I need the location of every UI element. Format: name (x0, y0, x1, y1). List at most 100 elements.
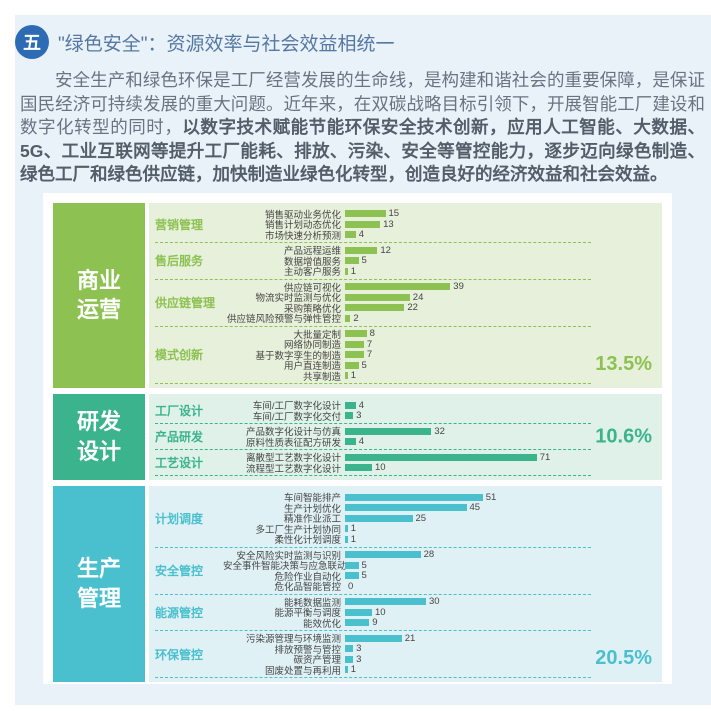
bar-wrap: 7 (345, 349, 372, 360)
percent-label: 10.6% (595, 425, 652, 448)
subcategory-group: 模式创新 大批量定制 8 网络协同制造 7 基于数字孪生的制造 7 用户直连制造 5 共享制造 1 (155, 327, 591, 384)
chart-section-2: 研发设计 工厂设计 车间/工厂数字化设计 4 车间/工厂数字化交付 3 产品研发 产品数字化设… (53, 394, 662, 480)
percent-label: 20.5% (595, 647, 652, 669)
bar (345, 293, 410, 301)
chart-section-1: 商业运营 营销管理 销售驱动业务优化 15 销售计划动态优化 13 市场快速分析预测 4 售后服… (53, 202, 662, 388)
item-label: 市场快速分析预测 (264, 230, 341, 242)
bar (345, 504, 467, 512)
item-label: 固废处置与再利用 (264, 665, 341, 677)
bar-wrap: 5 (345, 360, 367, 371)
paragraph-normal-text: 安全生产和绿色环保是工厂经营发展的生命线，是构建和谐社会的重要保障，是保证国民经… (20, 70, 705, 137)
subcategory-label: 产品研发 (155, 430, 204, 444)
item-label: 主动客户服务 (283, 267, 341, 279)
item-label: 网络协同制造 (283, 340, 341, 352)
item-label: 车间/工厂数字化交付 (252, 411, 341, 423)
item-label: 危化品智能管控 (274, 582, 341, 594)
value-label: 30 (429, 596, 440, 608)
value-label: 8 (369, 328, 375, 340)
chart-row: 用户直连制造 5 (223, 360, 591, 373)
bar (345, 666, 348, 674)
bar-wrap: 21 (345, 633, 415, 644)
bar-wrap: 4 (345, 229, 364, 240)
value-label: 7 (366, 338, 373, 350)
item-label: 共享制造 (302, 371, 341, 383)
item-label: 大批量定制 (293, 329, 341, 341)
bar (345, 655, 354, 663)
item-label: 柔性化计划调度 (274, 535, 341, 547)
chart-row: 碳资产管理 3 (223, 654, 591, 667)
bar-rows: 大批量定制 8 网络协同制造 7 基于数字孪生的制造 7 用户直连制造 5 共享制造 1 (223, 328, 591, 383)
bar (345, 561, 359, 569)
bar-wrap: 15 (345, 208, 399, 219)
subcategory-label: 环保管控 (155, 647, 204, 662)
bar (345, 598, 426, 606)
bar-wrap: 10 (345, 462, 386, 473)
bar (345, 231, 356, 239)
bar (345, 525, 348, 533)
value-label: 9 (372, 617, 378, 629)
item-label: 基于数字孪生的制造 (255, 350, 341, 362)
chart-row: 流程型工艺数字化设计 10 (223, 462, 591, 475)
chart-figure: 商业运营 营销管理 销售驱动业务优化 15 销售计划动态优化 13 市场快速分析预测 4 售后服… (43, 192, 672, 684)
item-label: 数据增值服务 (283, 256, 341, 268)
item-label: 流程型工艺数字化设计 (245, 463, 341, 475)
value-label: 4 (358, 229, 365, 241)
bar-wrap: 12 (345, 245, 391, 256)
bar-wrap: 4 (345, 436, 364, 447)
bar-rows: 车间智能排产 51 生产计划优化 45 精准作业派工 25 多工厂生产计划协同 1 柔性化计划调… (223, 492, 591, 547)
value-label: 21 (404, 632, 416, 644)
item-label: 精准作业派工 (283, 514, 341, 526)
bar (345, 314, 351, 322)
subcategory-label: 营销管理 (155, 217, 204, 232)
bar (345, 304, 405, 312)
bar (345, 372, 348, 380)
item-label: 销售驱动业务优化 (264, 209, 341, 221)
bar-rows: 污染源管理与环境监测 21 排放预警与管控 3 碳资产管理 3 固废处置与再利用 1 (223, 633, 591, 677)
value-label: 1 (350, 265, 356, 277)
bar-wrap: 24 (345, 292, 423, 303)
bar-rows: 产品数字化设计与仿真 32 原料性质表征配方研发 4 (223, 426, 591, 449)
subcategory-group: 产品研发 产品数字化设计与仿真 32 原料性质表征配方研发 4 (155, 424, 591, 450)
bar (345, 330, 367, 338)
chart-row: 销售计划动态优化 13 (223, 218, 591, 232)
chart-row: 污染源管理与环境监测 21 (223, 633, 591, 646)
section-name: 研发设计 (77, 409, 122, 464)
bar-wrap: 51 (345, 492, 496, 503)
bar-wrap: 1 (345, 266, 356, 277)
subcategory-group: 计划调度 车间智能排产 51 生产计划优化 45 精准作业派工 25 多工厂生产计划协同 1 柔性… (155, 490, 591, 548)
bar-wrap: 8 (345, 328, 375, 339)
bar-wrap: 3 (345, 410, 361, 421)
chart-row: 固废处置与再利用 1 (223, 664, 591, 677)
section-name-box: 商业运营 (53, 202, 145, 388)
section-number: 五 (23, 33, 41, 53)
section-header: 五 "绿色安全"：资源效率与社会效益相统一 (15, 15, 711, 59)
bar-wrap: 39 (345, 281, 464, 292)
chart-row: 大批量定制 8 (223, 328, 591, 341)
chart-row: 多工厂生产计划协同 1 (223, 523, 591, 536)
value-label: 1 (350, 370, 356, 382)
chart-section-3: 生产管理 计划调度 车间智能排产 51 生产计划优化 45 精准作业派工 25 多工厂生产计划协… (53, 486, 662, 682)
subcategory-label: 工艺设计 (155, 456, 204, 470)
bar-wrap: 30 (345, 596, 440, 607)
bar-wrap: 5 (345, 570, 367, 581)
content-panel: 五 "绿色安全"：资源效率与社会效益相统一 安全生产和绿色环保是工厂经营发展的生… (15, 15, 711, 705)
chart-row: 安全事件智能决策与应急联动 5 (223, 560, 591, 573)
chart-row: 车间/工厂数字化设计 4 (223, 400, 591, 413)
chart-row: 销售驱动业务优化 15 (223, 208, 591, 221)
bar (345, 283, 451, 291)
bar-wrap: 1 (345, 523, 356, 534)
bar-wrap: 9 (345, 617, 378, 628)
subcategory-label: 售后服务 (155, 254, 204, 269)
subcategory-label: 计划调度 (155, 511, 204, 526)
chart-row: 危险作业自动化 5 (223, 570, 591, 583)
item-label: 产品远程运维 (283, 246, 341, 258)
value-label: 5 (361, 255, 367, 267)
bar-wrap: 0 (345, 581, 353, 592)
value-label: 71 (539, 451, 551, 463)
bar-wrap: 25 (345, 513, 426, 524)
bar (345, 514, 413, 522)
bar (345, 401, 356, 409)
value-label: 13 (383, 218, 394, 230)
percent-label: 13.5% (595, 353, 652, 375)
subcategory-label: 工厂设计 (155, 404, 204, 418)
